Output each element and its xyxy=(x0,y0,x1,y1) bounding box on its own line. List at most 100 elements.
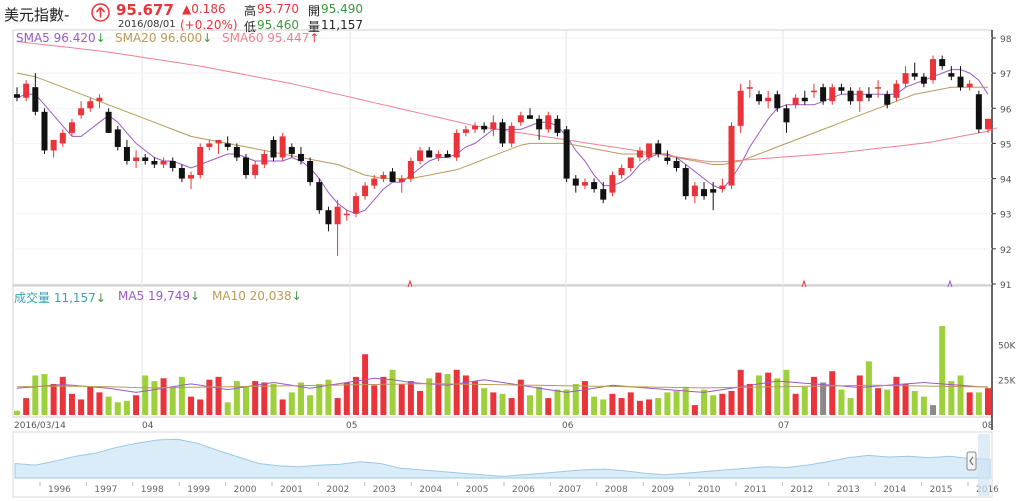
volume-bar xyxy=(600,399,607,415)
candle-body xyxy=(673,161,680,169)
candle-body xyxy=(453,132,460,158)
candle-body xyxy=(636,150,643,158)
volume-ma-lines xyxy=(16,377,989,393)
legend-vol-ma10: MA10 20,038↓ xyxy=(212,289,302,303)
axis-labels: 98 97 96 95 94 93 92 91 50K 25K 2016/03/14 04 05 06 07… xyxy=(14,35,1016,431)
volume-bar xyxy=(123,400,130,415)
price-panel-frame xyxy=(12,29,993,286)
volume-bar xyxy=(691,405,698,415)
candle-body xyxy=(417,150,424,161)
volume-bar xyxy=(572,383,579,415)
chart-frames xyxy=(12,29,993,498)
candle-body xyxy=(581,182,588,186)
overview-navigator[interactable]: 1996 1997 1998 1999 2000 2001 2002 2003 2004 2005… xyxy=(14,434,999,496)
candle-body xyxy=(444,153,451,158)
candle-body xyxy=(920,76,927,84)
overview-year-label: 2002 xyxy=(326,485,349,495)
volume-bar xyxy=(68,393,75,415)
volume-bar xyxy=(316,383,323,415)
legend-sma60: SMA60 95.447↑ xyxy=(222,31,320,45)
candle-body xyxy=(719,185,726,190)
candle-body xyxy=(398,178,405,183)
candle-body xyxy=(536,118,543,130)
volume-bar xyxy=(288,392,295,415)
candle-body xyxy=(810,90,817,93)
price-tick-label: 97 xyxy=(1000,70,1011,80)
candle-body xyxy=(224,143,231,147)
price-tick-label: 91 xyxy=(1000,281,1011,291)
overview-year-label: 2010 xyxy=(698,485,721,495)
volume-bar xyxy=(682,386,689,415)
volume-bar xyxy=(902,383,909,415)
handle-chevron-left-icon xyxy=(969,456,974,466)
volume-bar xyxy=(343,382,350,415)
legend-sma5: SMA5 96.420↓ xyxy=(16,31,106,45)
candle-body xyxy=(41,111,48,151)
date-tick-label: 2016/03/14 xyxy=(14,421,66,431)
candle-body xyxy=(838,87,845,91)
overview-range-handle xyxy=(966,451,977,471)
candle-body xyxy=(664,157,671,161)
volume-bar xyxy=(417,390,424,415)
volume-bar xyxy=(581,381,588,415)
overview-year-label: 2014 xyxy=(883,485,906,495)
volume-bar xyxy=(352,376,359,415)
candle-body xyxy=(829,87,836,102)
candle-body xyxy=(105,111,112,133)
candle-body xyxy=(792,97,799,105)
candlesticks xyxy=(14,55,991,288)
volume-bar xyxy=(105,396,112,415)
signal-marker xyxy=(801,279,807,288)
volume-bar xyxy=(930,405,937,415)
volume-bar xyxy=(371,385,378,415)
overview-year-label: 2012 xyxy=(790,485,813,495)
overview-year-label: 1996 xyxy=(48,485,71,495)
candle-body xyxy=(96,97,103,102)
volume-ma-line-ma10 xyxy=(16,383,989,389)
candle-body xyxy=(948,73,955,77)
signal-marker xyxy=(407,279,413,288)
date-tick-label: 06 xyxy=(562,421,574,431)
volume-bar xyxy=(884,389,891,415)
candle-body xyxy=(197,146,204,176)
volume-bar xyxy=(14,410,20,415)
volume-bar xyxy=(664,392,671,415)
last-price: 95.677 xyxy=(116,1,174,19)
overview-year-label: 2007 xyxy=(558,485,581,495)
overview-year-label: 2015 xyxy=(930,485,953,495)
candle-body xyxy=(307,161,314,183)
open-value: 95.490 xyxy=(321,2,363,16)
volume-bar xyxy=(87,386,94,415)
candle-body xyxy=(627,157,634,169)
candle-body xyxy=(78,108,85,116)
volume-bar xyxy=(563,389,570,415)
candle-body xyxy=(160,161,167,165)
overview-selected-range xyxy=(978,434,990,496)
quote-date: 2016/08/01 xyxy=(118,19,176,30)
volume-bar xyxy=(435,372,442,415)
candle-body xyxy=(957,76,964,88)
candle-body xyxy=(691,185,698,197)
overview-year-label: 2006 xyxy=(512,485,535,495)
candle-body xyxy=(178,168,185,179)
candle-body xyxy=(123,146,130,161)
volume-bar xyxy=(59,376,66,415)
overview-year-label: 2003 xyxy=(373,485,396,495)
price-tick-label: 93 xyxy=(1000,211,1011,221)
candle-body xyxy=(618,168,625,176)
candle-body xyxy=(930,59,937,81)
candle-body xyxy=(32,87,39,112)
volume-bar xyxy=(325,379,332,415)
low-value: 95.460 xyxy=(257,18,299,32)
open-label: 開 xyxy=(308,4,321,18)
overview-year-label: 2001 xyxy=(280,485,303,495)
candle-body xyxy=(710,189,717,193)
volume-label: 量 xyxy=(308,20,321,34)
overview-year-label: 2005 xyxy=(466,485,489,495)
volume-bar xyxy=(188,396,195,415)
volume-bar xyxy=(719,393,726,415)
overview-year-label: 1998 xyxy=(141,485,164,495)
volume-bar xyxy=(755,375,762,415)
candle-body xyxy=(774,94,781,109)
